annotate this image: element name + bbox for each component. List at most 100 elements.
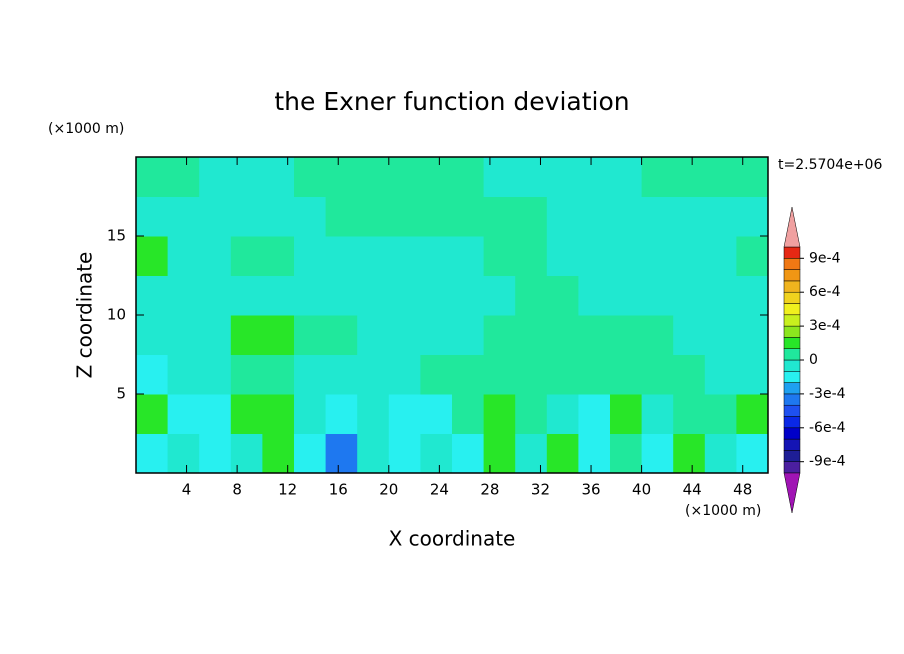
colorbar-box [783,404,801,417]
x-unit: (×1000 m) [685,503,761,519]
field-cell [546,315,579,355]
field-cell [357,394,390,434]
field-cell [294,196,327,237]
field-cell [736,433,769,474]
field-cell [515,315,548,355]
field-cell [641,236,674,276]
field-cell [736,275,769,316]
field-cell [167,315,200,355]
field-cell [388,196,421,237]
field-cell [136,315,169,355]
colorbar-extend [783,472,801,514]
field-cell [610,275,643,316]
field-cell [452,157,485,197]
field-cell [230,275,263,316]
field-cell [483,354,516,395]
field-cell [610,236,643,276]
field-cell [736,354,769,395]
field-cell [610,157,643,197]
field-cell [388,433,421,474]
field-cell [167,157,200,197]
field [136,157,769,474]
field-cell [641,157,674,197]
field-cell [736,157,769,197]
field-cell [515,433,548,474]
colorbar-extend [783,206,801,248]
field-cell [294,275,327,316]
field-cell [262,433,295,474]
colorbar-box [783,303,801,316]
field-cell [483,157,516,197]
field-cell [420,433,453,474]
field-cell [546,433,579,474]
field-cell [420,236,453,276]
field-cell [294,433,327,474]
field-cell [641,275,674,316]
colorbar-tick-label: 6e-4 [809,284,841,300]
field-cell [167,394,200,434]
field-cell [388,275,421,316]
field-cell [199,433,232,474]
field-cell [262,354,295,395]
field-cell [673,315,706,355]
field-cell [704,275,737,316]
x-tick-label: 28 [480,481,499,499]
field-cell [420,394,453,434]
field-cell [262,394,295,434]
field-cell [515,275,548,316]
field-cell [357,157,390,197]
field-cell [704,236,737,276]
field-cell [641,315,674,355]
field-cell [546,275,579,316]
field-cell [199,157,232,197]
field-cell [420,275,453,316]
field-cell [325,157,358,197]
colorbar-tick-label: -6e-4 [809,420,846,436]
colorbar-box [783,438,801,451]
field-cell [388,315,421,355]
field-cell [388,157,421,197]
field-cell [357,275,390,316]
field-cell [610,433,643,474]
field-cell [673,157,706,197]
field-cell [483,315,516,355]
field-cell [230,315,263,355]
field-cell [357,433,390,474]
field-cell [199,275,232,316]
colorbar-box [783,450,801,462]
field-cell [515,196,548,237]
field-cell [230,157,263,197]
field-cell [294,315,327,355]
field-cell [641,433,674,474]
field-cell [452,354,485,395]
field-cell [546,236,579,276]
field-cell [452,433,485,474]
field-cell [452,236,485,276]
x-tick-label: 44 [683,481,702,499]
colorbar-box [783,416,801,429]
field-cell [515,236,548,276]
field-cell [199,196,232,237]
field-cell [704,433,737,474]
field-cell [546,394,579,434]
field-cell [420,196,453,237]
field-cell [610,196,643,237]
field-cell [673,275,706,316]
field-cell [136,394,169,434]
x-tick-label: 12 [278,481,297,499]
field-cell [357,196,390,237]
field-cell [736,236,769,276]
field-cell [325,433,358,474]
time-label: t=2.5704e+06 [778,157,882,173]
colorbar-box [783,393,801,406]
field-cell [704,394,737,434]
field-cell [641,196,674,237]
colorbar-box [783,314,801,327]
y-tick-label: 10 [107,306,126,324]
field-cell [515,354,548,395]
colorbar-tick-label: 0 [809,352,818,368]
field-cell [230,433,263,474]
field-cell [736,315,769,355]
y-axis-label: Z coordinate [73,252,97,379]
field-cell [294,157,327,197]
